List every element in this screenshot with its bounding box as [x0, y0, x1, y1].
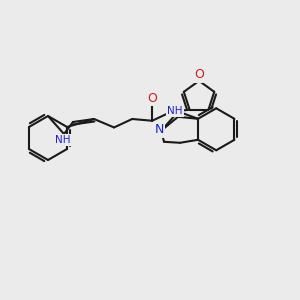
- Text: O: O: [147, 92, 157, 105]
- Text: O: O: [194, 68, 204, 81]
- Text: NH: NH: [55, 135, 71, 145]
- Text: NH: NH: [167, 106, 183, 116]
- Text: N: N: [154, 123, 164, 136]
